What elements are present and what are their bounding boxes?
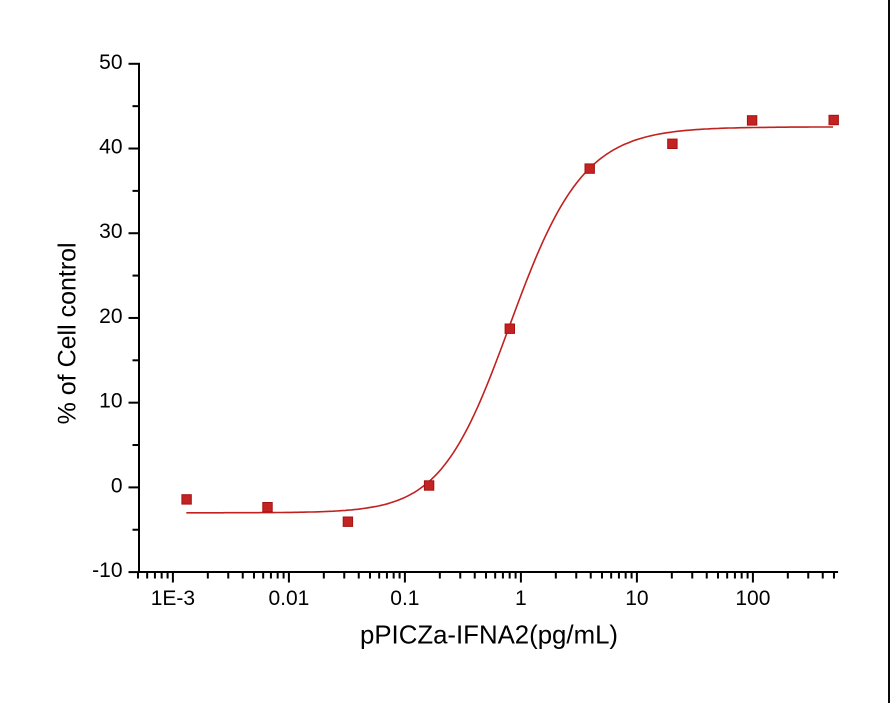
svg-text:10: 10 <box>625 587 648 610</box>
svg-text:% of Cell control: % of Cell control <box>54 242 82 424</box>
svg-text:1E-3: 1E-3 <box>151 587 195 610</box>
svg-text:10: 10 <box>99 390 122 413</box>
svg-text:0.01: 0.01 <box>268 587 309 610</box>
svg-text:100: 100 <box>735 587 770 610</box>
svg-text:50: 50 <box>99 51 122 74</box>
svg-text:30: 30 <box>99 220 122 243</box>
svg-text:1: 1 <box>515 587 527 610</box>
svg-text:40: 40 <box>99 136 122 159</box>
svg-text:pPICZa-IFNA2(pg/mL): pPICZa-IFNA2(pg/mL) <box>360 622 618 650</box>
svg-text:0.1: 0.1 <box>390 587 419 610</box>
svg-text:0: 0 <box>111 474 123 497</box>
svg-text:20: 20 <box>99 305 122 328</box>
svg-text:-10: -10 <box>92 559 122 582</box>
